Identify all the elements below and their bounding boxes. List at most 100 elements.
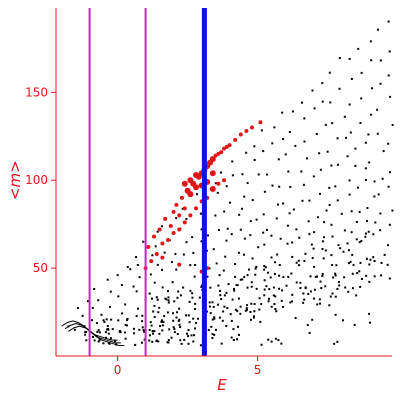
black-point [218,229,221,232]
black-point [176,311,179,314]
black-point [209,312,212,315]
black-point [313,107,316,110]
black-point [388,223,391,226]
black-point [307,220,310,223]
black-point [152,332,155,335]
black-point [358,210,361,213]
black-point [292,208,295,211]
black-point [355,221,358,224]
black-point [199,212,202,215]
black-point [388,50,391,53]
black-point [117,295,120,298]
black-point [357,47,360,50]
black-point [208,301,211,304]
black-point [347,249,350,252]
black-point [326,150,329,153]
black-point [239,305,242,308]
black-point [259,320,262,323]
black-point [287,275,290,278]
black-point [200,240,203,243]
red-point [187,191,194,198]
black-point [214,328,217,331]
black-point [238,213,241,216]
black-point [247,268,250,271]
black-point [338,284,341,287]
black-point [152,310,155,313]
black-point [141,326,144,329]
black-point [367,230,370,233]
black-point [306,324,309,327]
black-point [351,253,354,256]
black-point [150,324,153,327]
black-point [206,275,209,278]
red-point [152,234,156,239]
black-point [339,247,342,250]
black-point [182,286,185,289]
black-point [348,193,351,196]
black-point [280,342,283,345]
black-point [278,287,281,290]
black-point [86,300,89,303]
black-point [334,295,337,298]
black-point [365,274,368,277]
black-point [272,286,275,289]
black-point [135,256,138,259]
black-point [389,95,392,98]
black-point [338,87,341,90]
black-point [348,57,351,60]
black-point [360,277,363,280]
black-point [308,199,311,202]
black-point [120,284,123,287]
black-point [237,325,240,328]
black-point [81,314,84,317]
black-point [255,218,258,221]
black-point [277,339,280,342]
black-point [353,323,356,326]
black-point [106,278,109,281]
black-point [213,317,216,320]
black-point [301,101,304,104]
black-point [226,307,229,310]
black-point [179,294,182,297]
red-point [193,184,199,191]
black-point [370,59,373,62]
black-point [330,254,333,257]
black-point [246,286,249,289]
black-point [373,180,376,183]
black-point [331,263,334,266]
black-point [352,263,355,266]
red-point [149,259,154,264]
black-point [321,82,324,85]
black-point [253,303,256,306]
black-point [295,261,298,264]
black-point [191,236,194,239]
black-point [281,289,284,292]
black-point [274,308,277,311]
black-point [85,339,88,342]
black-point [288,130,291,133]
red-point [182,220,187,225]
black-point [321,247,324,250]
black-point [246,182,249,185]
black-point [218,274,221,277]
black-point [170,336,173,339]
black-point [214,214,217,217]
black-point [223,210,226,213]
black-point [250,281,253,284]
black-point [243,275,246,278]
black-point [345,136,348,139]
black-point [270,234,273,237]
red-point [163,216,168,221]
black-point [294,316,297,319]
black-point [151,330,154,333]
black-point [246,274,249,277]
black-point [329,295,332,298]
black-point [98,339,101,342]
black-point [124,323,127,326]
black-point [268,288,271,291]
black-point [340,212,343,215]
black-point [93,339,96,342]
black-point [161,225,164,228]
black-point [109,337,112,340]
black-point [85,331,88,334]
